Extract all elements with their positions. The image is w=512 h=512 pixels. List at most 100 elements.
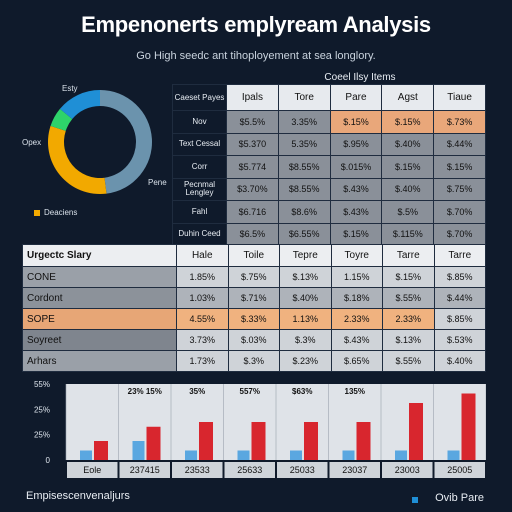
table-cell: $.43% [330,329,383,351]
bar [447,450,460,460]
table-cell: $.3% [227,350,280,372]
footer-legend-label: Ovib Pare [435,492,484,504]
table2-col-header: Toyre [330,244,383,267]
table-cell: 2.33% [382,308,435,330]
table-cell: $.43% [329,200,383,224]
bar [304,422,318,460]
x-tick-label: 23003 [395,465,420,475]
table-cell: $.40% [381,132,435,156]
bar-chart-svg: 55% 25% 25% 0 Eole 23% 15% 237415 35% 23533 557% 2… [34,380,486,478]
x-tick-cell [329,462,380,478]
table-cell: $.3% [279,329,332,351]
table-row: CONE 1.85% $.75% $.13% 1.15% $.15% $.85% [22,266,486,288]
table-cell: 5.35% [277,132,331,156]
table-cell: $.15% [381,110,435,134]
bar-data-label: $63% [292,387,312,396]
x-tick-cell [67,462,118,478]
row-label: Arhars [22,350,177,372]
bar [356,422,371,460]
row-label: Fahl [172,200,227,224]
x-tick-label: 25005 [447,465,472,475]
table-row: Fahl $6.716 $8.6% $.43% $.5% $.70% [172,200,486,224]
table2-col-header: Tepre [279,244,332,267]
table-cell: $5.774 [226,155,279,179]
donut-svg [48,90,153,194]
footer-legend-swatch [412,497,418,503]
footer-caption: Empisescenvenaljurs [26,490,130,502]
table-row: Text Cessal $5.370 5.35% $.95% $.40% $.44% [172,132,486,156]
table-cell: 1.73% [176,350,229,372]
table-cell: $.15% [329,222,383,246]
donut-label-right: Pene [148,178,167,187]
donut-slice [100,90,153,194]
row-label: CONE [22,266,177,288]
bar [94,441,108,460]
bar [132,441,145,460]
table2-col-header: Tarre [433,244,486,267]
table-cell: $.13% [382,329,435,351]
table-cell: 4.55% [176,308,229,330]
table-cell: $.75% [227,266,280,288]
table-row: Arhars 1.73% $.3% $.23% $.65% $.55% $.40% [22,350,486,372]
y-tick-label: 55% [34,380,50,389]
table-cell: $.65% [330,350,383,372]
table1-col-header: Ipals [226,84,279,111]
table-cell: 1.13% [279,308,332,330]
page-title: Empenonerts emplyream Analysis [81,12,431,37]
row-label: SOPE [22,308,177,330]
table1-col-header: Tiaue [433,84,486,111]
table-cell: $.75% [433,177,486,201]
bar-data-label: 23% 15% [128,387,162,396]
table-cell: $.33% [227,308,280,330]
table-cell: $.5% [381,200,435,224]
table-cell: $.55% [382,287,435,309]
donut-legend-label: Deaciens [44,208,78,217]
row-label: Duhin Ceed [172,222,227,246]
table-cell: $.53% [433,329,486,351]
salary-table: Urgectc Slary Hale Toile Tepre Toyre Tar… [22,244,486,372]
table2-col-header: Toile [227,244,280,267]
table-cell: $.85% [433,266,486,288]
table-cell: $.40% [433,350,486,372]
bar [461,393,476,460]
x-tick-label: Eole [83,465,101,475]
table-cell: $.95% [329,132,383,156]
donut-label-top: Esty [62,84,78,93]
table-cell: $.015% [329,155,383,179]
bar [342,450,355,460]
table2-title: Urgectc Slary [22,244,177,267]
table1-col-header: Tore [277,84,331,111]
page-subtitle: Go High seedc ant tihoployement at sea l… [136,50,376,62]
table1-col-header: Agst [381,84,435,111]
table-cell: $6.716 [226,200,279,224]
table-cell: $8.55% [277,155,331,179]
x-tick-label: 23037 [342,465,367,475]
row-label: Corr [172,155,227,179]
bar [395,450,407,460]
x-tick-label: 23533 [185,465,210,475]
table-cell: $.40% [381,177,435,201]
table-cell: 1.15% [330,266,383,288]
bar-data-label: 135% [345,387,365,396]
table-row: Corr $5.774 $8.55% $.015% $.15% $.15% [172,155,486,179]
table-cell: $.15% [381,155,435,179]
table-cell: $.15% [433,155,486,179]
bar-chart: 55% 25% 25% 0 Eole 23% 15% 237415 35% 23533 557% 2… [22,380,486,480]
x-tick-label: 25633 [237,465,262,475]
table-cell: $.13% [279,266,332,288]
cost-table: Caeset Payes Ipals Tore Pare Agst Tiaue … [172,84,486,246]
table2-col-header: Tarre [382,244,435,267]
table-cell: $5.370 [226,132,279,156]
x-tick-cell [434,462,485,478]
table-row: Cordont 1.03% $.71% $.40% $.18% $.55% $.44% [22,287,486,309]
donut-slice [48,125,107,194]
table-cell: $.44% [433,287,486,309]
table-row: SOPE 4.55% $.33% 1.13% 2.33% 2.33% $.85% [22,308,486,330]
row-label: Pecnmal Lengley [172,177,227,201]
donut-label-left: Opex [22,138,42,147]
bar-data-label: 35% [189,387,205,396]
table-cell: 1.85% [176,266,229,288]
x-tick-cell [172,462,223,478]
table1-caption: Coeel Ilsy Items [324,72,396,83]
table-cell: $5.5% [226,110,279,134]
